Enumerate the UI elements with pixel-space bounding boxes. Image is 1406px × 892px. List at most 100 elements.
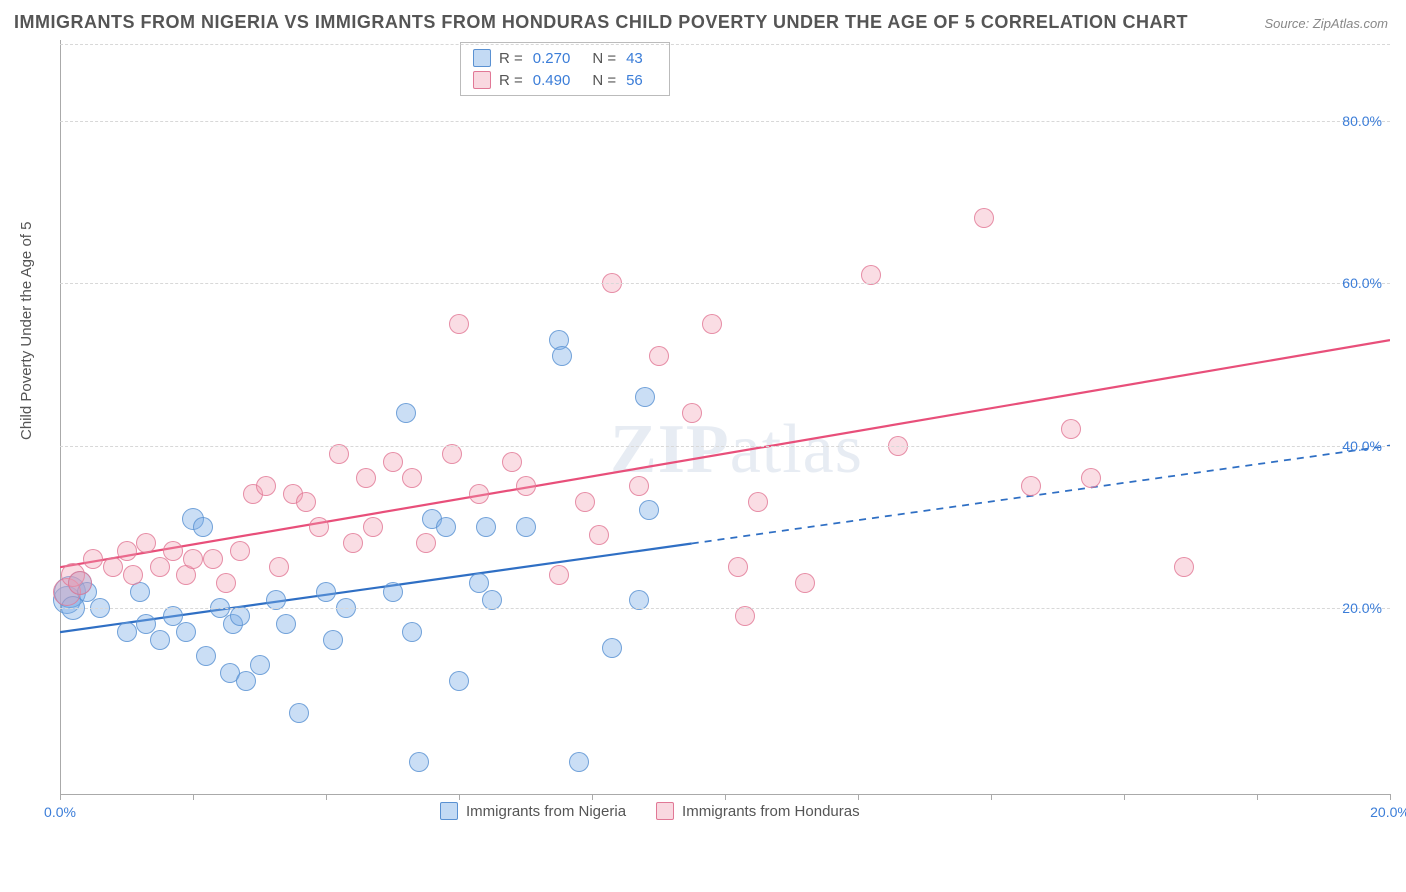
scatter-point-honduras: [356, 468, 376, 488]
scatter-point-honduras: [123, 565, 143, 585]
source-attribution: Source: ZipAtlas.com: [1264, 16, 1388, 31]
scatter-point-honduras: [343, 533, 363, 553]
scatter-point-honduras: [296, 492, 316, 512]
correlation-legend: R = 0.270 N = 43 R = 0.490 N = 56: [460, 42, 670, 96]
scatter-point-honduras: [735, 606, 755, 626]
y-axis-line: [60, 40, 61, 795]
x-tick-mark: [592, 794, 593, 800]
scatter-point-honduras: [83, 549, 103, 569]
trend-line-nigeria-dashed: [692, 446, 1390, 544]
r-label: R =: [499, 50, 523, 67]
scatter-point-honduras: [449, 314, 469, 334]
scatter-point-nigeria: [150, 630, 170, 650]
scatter-point-honduras: [1061, 419, 1081, 439]
r-value: 0.270: [533, 50, 571, 67]
trend-lines-svg: [60, 40, 1390, 820]
scatter-point-honduras: [216, 573, 236, 593]
x-tick-mark: [459, 794, 460, 800]
scatter-point-nigeria: [476, 517, 496, 537]
grid-line-h: [60, 446, 1390, 447]
scatter-point-nigeria: [316, 582, 336, 602]
swatch-pink: [656, 802, 674, 820]
swatch-blue: [473, 49, 491, 67]
x-tick-mark: [725, 794, 726, 800]
scatter-point-honduras: [230, 541, 250, 561]
scatter-point-honduras: [649, 346, 669, 366]
scatter-point-nigeria: [639, 500, 659, 520]
scatter-point-honduras: [183, 549, 203, 569]
scatter-point-honduras: [103, 557, 123, 577]
trend-line-honduras-solid: [60, 340, 1390, 567]
scatter-point-honduras: [702, 314, 722, 334]
scatter-point-nigeria: [635, 387, 655, 407]
legend-label: Immigrants from Honduras: [682, 803, 860, 820]
chart-title: IMMIGRANTS FROM NIGERIA VS IMMIGRANTS FR…: [14, 12, 1188, 33]
scatter-point-honduras: [117, 541, 137, 561]
scatter-point-nigeria: [266, 590, 286, 610]
scatter-point-honduras: [748, 492, 768, 512]
y-tick-label: 80.0%: [1342, 113, 1382, 129]
grid-line-h: [60, 608, 1390, 609]
legend-item-nigeria: Immigrants from Nigeria: [440, 802, 626, 820]
scatter-point-nigeria: [516, 517, 536, 537]
n-label: N =: [592, 50, 616, 67]
scatter-point-honduras: [329, 444, 349, 464]
legend-label: Immigrants from Nigeria: [466, 803, 626, 820]
scatter-point-nigeria: [449, 671, 469, 691]
scatter-point-honduras: [575, 492, 595, 512]
grid-line-h: [60, 44, 1390, 45]
chart-plot-area: ZIPatlas R = 0.270 N = 43 R = 0.490 N = …: [60, 40, 1390, 820]
scatter-point-honduras: [589, 525, 609, 545]
grid-line-h: [60, 121, 1390, 122]
scatter-point-nigeria: [396, 403, 416, 423]
y-tick-label: 20.0%: [1342, 600, 1382, 616]
scatter-point-honduras: [469, 484, 489, 504]
scatter-point-honduras: [402, 468, 422, 488]
scatter-point-nigeria: [236, 671, 256, 691]
scatter-point-nigeria: [482, 590, 502, 610]
x-tick-label: 20.0%: [1370, 804, 1406, 820]
scatter-point-nigeria: [602, 638, 622, 658]
r-label: R =: [499, 72, 523, 89]
scatter-point-honduras: [163, 541, 183, 561]
x-tick-mark: [858, 794, 859, 800]
scatter-point-honduras: [1081, 468, 1101, 488]
series-legend: Immigrants from Nigeria Immigrants from …: [440, 802, 860, 820]
scatter-point-honduras: [795, 573, 815, 593]
swatch-pink: [473, 71, 491, 89]
watermark: ZIPatlas: [610, 410, 863, 490]
scatter-point-honduras: [442, 444, 462, 464]
legend-row-nigeria: R = 0.270 N = 43: [473, 47, 657, 69]
scatter-point-honduras: [629, 476, 649, 496]
x-tick-mark: [1257, 794, 1258, 800]
scatter-point-honduras: [1021, 476, 1041, 496]
scatter-point-honduras: [1174, 557, 1194, 577]
scatter-point-nigeria: [289, 703, 309, 723]
scatter-point-honduras: [256, 476, 276, 496]
y-axis-label: Child Poverty Under the Age of 5: [18, 222, 35, 440]
n-value: 56: [626, 72, 643, 89]
scatter-point-honduras: [416, 533, 436, 553]
scatter-point-honduras: [383, 452, 403, 472]
scatter-point-honduras: [861, 265, 881, 285]
scatter-point-honduras: [363, 517, 383, 537]
scatter-point-nigeria: [569, 752, 589, 772]
scatter-point-honduras: [974, 208, 994, 228]
legend-item-honduras: Immigrants from Honduras: [656, 802, 860, 820]
scatter-point-honduras: [516, 476, 536, 496]
scatter-point-honduras: [136, 533, 156, 553]
scatter-point-nigeria: [629, 590, 649, 610]
scatter-point-honduras: [309, 517, 329, 537]
y-tick-label: 60.0%: [1342, 275, 1382, 291]
scatter-point-nigeria: [117, 622, 137, 642]
x-tick-mark: [326, 794, 327, 800]
scatter-point-nigeria: [230, 606, 250, 626]
x-tick-mark: [1124, 794, 1125, 800]
scatter-point-nigeria: [196, 646, 216, 666]
n-value: 43: [626, 50, 643, 67]
legend-row-honduras: R = 0.490 N = 56: [473, 69, 657, 91]
scatter-point-nigeria: [193, 517, 213, 537]
x-tick-mark: [60, 794, 61, 800]
scatter-point-nigeria: [323, 630, 343, 650]
scatter-point-nigeria: [276, 614, 296, 634]
